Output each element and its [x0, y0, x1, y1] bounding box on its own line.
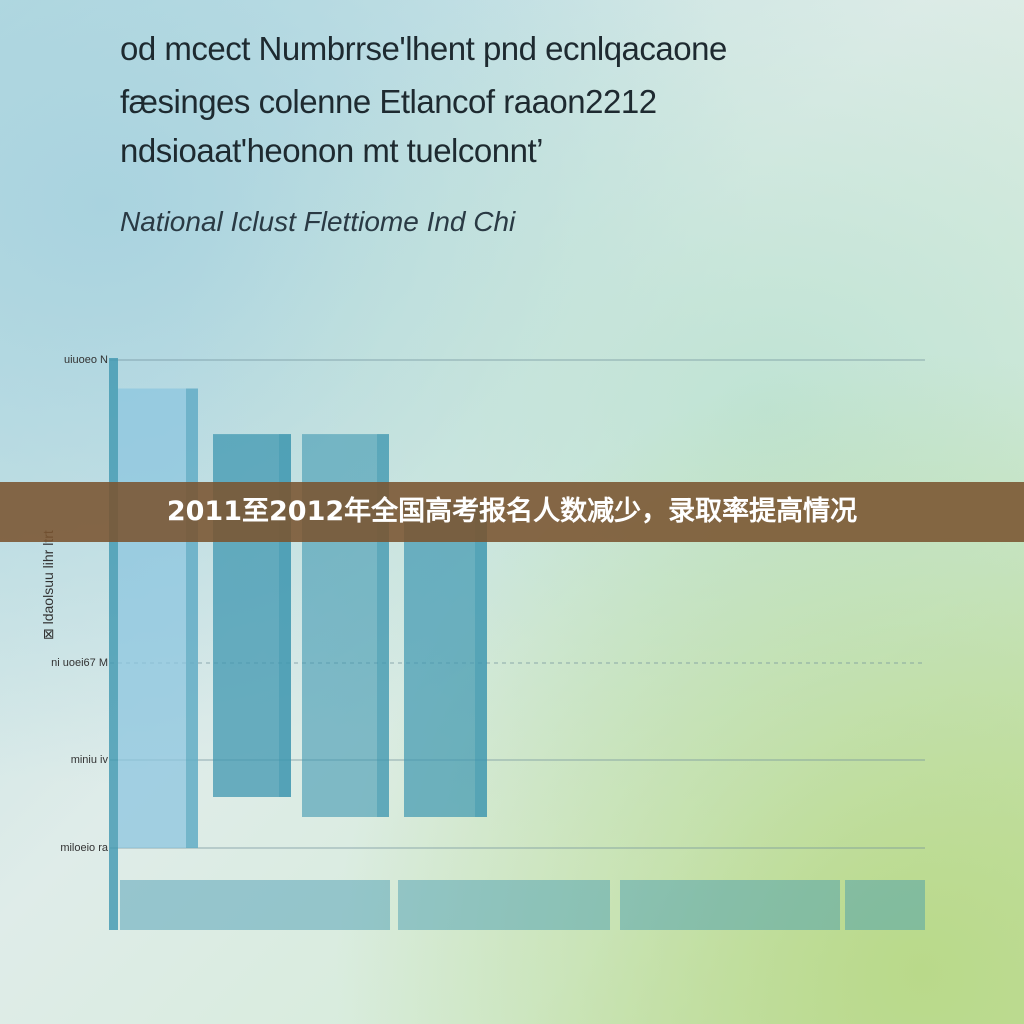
- bottom-strip-segment: [845, 880, 925, 930]
- title-line-1: od mcect Numbrrse'lhent pnd ecnlqacaone: [120, 30, 727, 67]
- chart-subtitle: National Iclust Flettiome Ind Chi: [120, 206, 516, 237]
- ytick-label: miniu iv: [70, 754, 108, 766]
- bar: [118, 388, 198, 848]
- ytick-label: ni uoei67 M: [51, 657, 108, 669]
- ytick-label: uiuoeo N: [63, 354, 108, 366]
- bottom-strip-segment: [620, 880, 840, 930]
- y-axis-label: ⊠ ldaolsuu lihr ltrt: [40, 530, 57, 640]
- legend-marker: ⊠: [40, 628, 56, 640]
- caption-banner: 2011至2012年全国高考报名人数减少，录取率提高情况: [0, 482, 1024, 542]
- title-line-2: fæsinges colenne Etlancof raaon2212: [120, 83, 657, 120]
- bar-shade: [475, 502, 487, 817]
- title-line-3: ndsioaat'heonon mt tuelconnt’: [120, 132, 543, 169]
- bottom-strip-segment: [398, 880, 610, 930]
- y-axis-label-text: ldaolsuu lihr ltrt: [40, 530, 56, 625]
- bar: [404, 502, 487, 817]
- ytick-label: miloeio ra: [60, 842, 108, 854]
- y-axis-line: [109, 358, 118, 930]
- bottom-strip-segment: [120, 880, 390, 930]
- bar-shade: [186, 388, 198, 848]
